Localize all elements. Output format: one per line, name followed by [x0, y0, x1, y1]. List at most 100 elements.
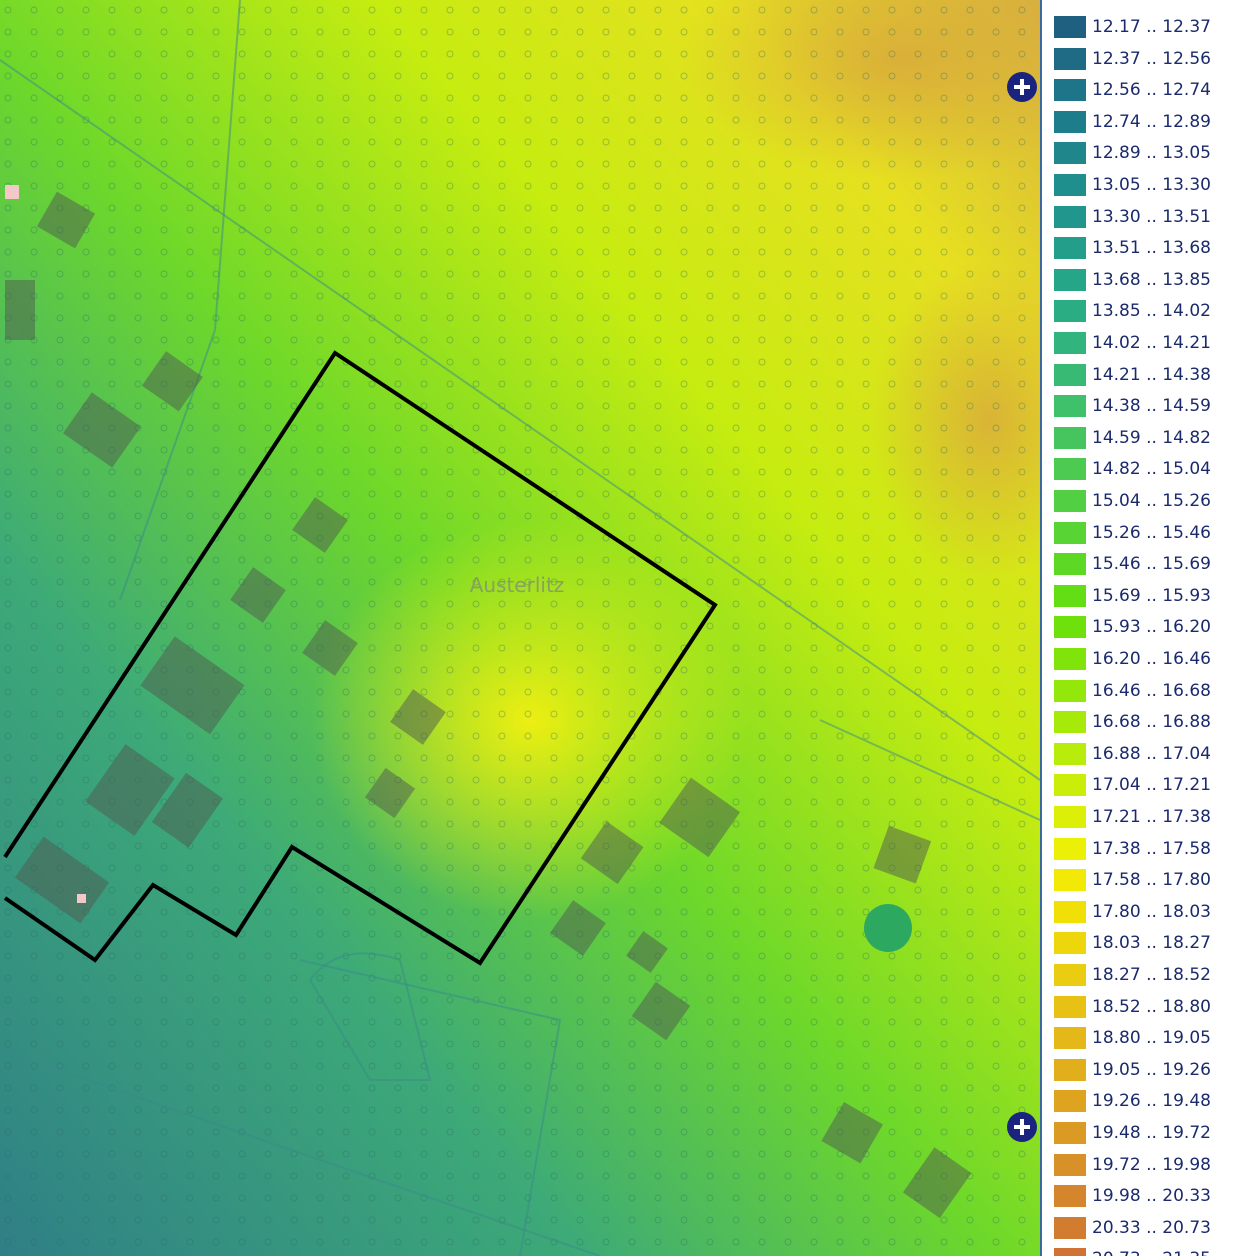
legend-item: 15.04 .. 15.26	[1054, 489, 1211, 513]
legend-label: 17.04 .. 17.21	[1092, 775, 1211, 796]
legend-swatch	[1054, 806, 1086, 828]
legend-label: 16.88 .. 17.04	[1092, 743, 1211, 764]
legend-item: 12.17 .. 12.37	[1054, 15, 1211, 39]
legend-swatch	[1054, 837, 1086, 860]
legend-item: 17.04 .. 17.21	[1054, 773, 1211, 797]
legend-swatch	[1054, 458, 1086, 481]
legend-item: 13.85 .. 14.02	[1054, 299, 1211, 323]
legend-swatch	[1054, 1216, 1086, 1239]
legend-label: 16.46 .. 16.68	[1092, 680, 1211, 701]
plus-icon[interactable]	[1014, 1119, 1030, 1135]
building	[626, 931, 668, 973]
legend-swatch	[1054, 648, 1086, 670]
legend-item: 18.80 .. 19.05	[1054, 1026, 1211, 1050]
building	[230, 567, 286, 623]
legend-label: 14.02 .. 14.21	[1092, 333, 1211, 353]
building	[390, 689, 446, 745]
building	[141, 351, 203, 412]
legend-swatch	[1054, 174, 1086, 196]
legend-item: 12.89 .. 13.05	[1054, 141, 1211, 165]
legend-label: 19.98 .. 20.33	[1092, 1186, 1211, 1207]
legend-swatch	[1054, 1248, 1086, 1256]
legend-label: 14.38 .. 14.59	[1092, 396, 1211, 417]
legend-label: 17.58 .. 17.80	[1092, 870, 1211, 891]
building	[902, 1147, 972, 1219]
legend-label: 14.59 .. 14.82	[1092, 427, 1211, 448]
legend-item: 18.27 .. 18.52	[1054, 963, 1211, 987]
legend-label: 17.80 .. 18.03	[1092, 901, 1211, 922]
vegetation-hatch	[0, 0, 1042, 1256]
legend-label: 15.46 .. 15.69	[1092, 554, 1211, 575]
plus-icon[interactable]	[1014, 79, 1030, 95]
legend-item: 18.03 .. 18.27	[1054, 931, 1211, 955]
legend-swatch	[1054, 1090, 1086, 1113]
zoom-button[interactable]	[1007, 1112, 1037, 1142]
legend-item: 15.46 .. 15.69	[1054, 552, 1211, 576]
legend-label: 15.26 .. 15.46	[1092, 522, 1211, 543]
building	[659, 777, 741, 858]
legend-label: 13.05 .. 13.30	[1092, 175, 1211, 195]
building	[292, 497, 348, 553]
legend-swatch	[1054, 521, 1086, 544]
legend-label: 13.68 .. 13.85	[1092, 269, 1211, 290]
legend-label: 12.37 .. 12.56	[1092, 48, 1211, 69]
legend-swatch	[1054, 616, 1086, 639]
legend-swatch	[1054, 1058, 1086, 1081]
legend-item: 13.68 .. 13.85	[1054, 268, 1211, 292]
legend-swatch	[1054, 300, 1086, 323]
legend-item: 20.33 .. 20.73	[1054, 1216, 1211, 1240]
zoom-button[interactable]	[1007, 72, 1037, 102]
legend-item: 12.74 .. 12.89	[1054, 110, 1211, 134]
legend-label: 17.21 .. 17.38	[1092, 807, 1211, 827]
legend-item: 13.30 .. 13.51	[1054, 205, 1211, 229]
legend-label: 15.93 .. 16.20	[1092, 617, 1211, 638]
legend-label: 14.82 .. 15.04	[1092, 459, 1211, 480]
legend-label: 20.73 .. 21.35	[1092, 1249, 1211, 1256]
legend-swatch	[1054, 16, 1086, 38]
road	[0, 59, 1041, 781]
road	[119, 0, 241, 601]
legend-swatch	[1054, 964, 1086, 986]
road	[299, 959, 562, 1256]
legend-label: 12.74 .. 12.89	[1092, 111, 1211, 132]
legend-label: 18.27 .. 18.52	[1092, 965, 1211, 985]
building	[151, 772, 224, 848]
legend-item: 14.38 .. 14.59	[1054, 394, 1211, 418]
legend-item: 14.21 .. 14.38	[1054, 363, 1211, 387]
legend-item: 12.56 .. 12.74	[1054, 78, 1211, 102]
building	[873, 825, 932, 884]
legend-label: 18.80 .. 19.05	[1092, 1028, 1211, 1049]
legend-swatch	[1054, 110, 1086, 133]
buildings	[5, 191, 972, 1219]
legend-label: 19.48 .. 19.72	[1092, 1123, 1211, 1143]
marker	[5, 185, 19, 199]
legend-item: 15.93 .. 16.20	[1054, 615, 1211, 639]
road	[819, 719, 1041, 821]
legend-label: 19.26 .. 19.48	[1092, 1091, 1211, 1112]
building	[5, 280, 35, 340]
legend-label: 20.33 .. 20.73	[1092, 1217, 1211, 1238]
building	[302, 620, 358, 676]
legend-swatch	[1054, 869, 1086, 892]
legend-swatch	[1054, 679, 1086, 702]
legend-item: 17.80 .. 18.03	[1054, 900, 1211, 924]
legend-label: 13.85 .. 14.02	[1092, 301, 1211, 322]
legend-label: 13.51 .. 13.68	[1092, 238, 1211, 259]
legend: 12.17 .. 12.37 12.37 .. 12.56 12.56 .. 12.…	[1042, 0, 1239, 1256]
building	[36, 191, 96, 249]
legend-label: 14.21 .. 14.38	[1092, 364, 1211, 385]
legend-item: 13.05 .. 13.30	[1054, 173, 1211, 197]
legend-swatch	[1054, 205, 1086, 228]
legend-item: 13.51 .. 13.68	[1054, 236, 1211, 260]
building	[550, 900, 606, 956]
legend-label: 16.20 .. 16.46	[1092, 649, 1211, 669]
building	[821, 1101, 883, 1164]
legend-swatch	[1054, 332, 1086, 354]
legend-label: 18.52 .. 18.80	[1092, 996, 1211, 1017]
building	[85, 744, 175, 836]
legend-swatch	[1054, 711, 1086, 734]
legend-item: 14.59 .. 14.82	[1054, 426, 1211, 450]
legend-item: 19.98 .. 20.33	[1054, 1184, 1211, 1208]
legend-swatch	[1054, 268, 1086, 291]
